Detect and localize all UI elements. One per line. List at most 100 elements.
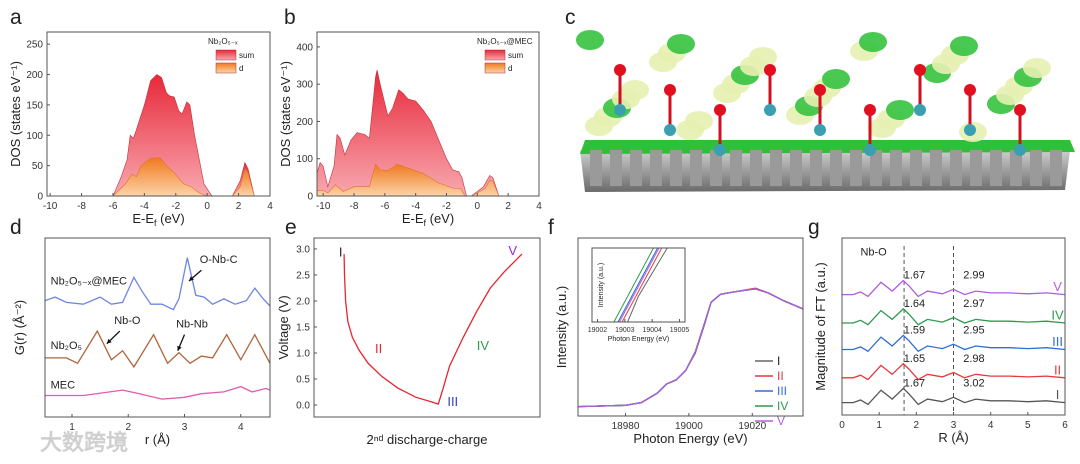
legend-swatch (484, 49, 506, 61)
oxygen-atom (614, 64, 626, 76)
legend-label: d (508, 64, 512, 73)
panel-label-b: b (284, 6, 296, 29)
x-axis-label: E-Ef (eV) (132, 211, 184, 228)
niobium-atom (914, 104, 926, 116)
carbon-tube (1010, 150, 1022, 186)
series-line-NbOMEC (44, 257, 271, 311)
y-tick-label: 3.0 (296, 244, 310, 255)
y-axis-label: Intensity (a.u.) (554, 286, 569, 368)
y-tick-label: 100 (26, 131, 43, 142)
arrow-head-icon (177, 345, 182, 351)
carbon-tube (1050, 150, 1062, 186)
panel-label-a: a (10, 6, 22, 29)
x-tick-label: -8 (77, 201, 86, 212)
series-label: II (1054, 362, 1061, 377)
niobium-atom (764, 104, 776, 116)
y-tick-label: 1.0 (296, 348, 310, 359)
series-line-I (627, 247, 668, 323)
plot-frame (46, 31, 271, 197)
legend-label: V (777, 414, 785, 428)
plot-frame (591, 247, 686, 323)
arrow-head-icon (106, 338, 112, 344)
series-line-NbO (45, 329, 271, 369)
y-tick-label: 100 (296, 154, 313, 165)
series-line-III (617, 247, 659, 323)
carbon-tube (1030, 150, 1042, 186)
x-axis-label-sub: f (423, 218, 426, 228)
peak-value-label: 2.99 (963, 270, 984, 282)
carbon-tube (770, 150, 782, 186)
y-tick-label: 200 (296, 117, 313, 128)
annotation-label: I (339, 245, 343, 260)
y-tick-label: 1.5 (296, 322, 310, 333)
carbon-tube (870, 150, 882, 186)
series-line-MEC (45, 385, 271, 400)
x-tick-label: -4 (140, 201, 149, 212)
x-axis-label: E-Ef (eV) (402, 211, 454, 228)
legend-label: I (777, 354, 780, 368)
isosurface-blob (667, 34, 695, 54)
peak-value-label: 1.64 (904, 298, 925, 310)
annotation-label: II (375, 341, 382, 356)
x-axis-label-main: E-E (402, 211, 424, 226)
x-tick-label: -2 (442, 201, 451, 212)
y-tick-label: 400 (296, 42, 313, 53)
series-label: III (1052, 334, 1063, 349)
chart-a: -10 -8 -6 -4 -2 0 2 4 0 50 100 150 200 250 E-Ef (eV) DO… (8, 31, 273, 228)
x-tick-label: 4 (238, 422, 244, 433)
series-line-V (842, 279, 1066, 298)
x-tick-label: 19005 (670, 327, 690, 334)
x-tick-label: 1 (876, 420, 882, 431)
niobium-atom (814, 124, 826, 136)
x-tick-label: -2 (171, 201, 180, 212)
x-tick-label: 3 (951, 420, 957, 431)
x-axis-label: Photon Energy (eV) (633, 431, 747, 446)
isosurface-blob (1023, 58, 1051, 78)
arrow-head-icon (189, 276, 194, 281)
y-axis-label: Magnitude of FT (a.u.) (813, 262, 828, 390)
x-tick-label: 18980 (612, 421, 640, 432)
x-tick-label: 2 (505, 201, 511, 212)
niobium-atom (864, 144, 876, 156)
area-d (316, 163, 500, 197)
legend-label: d (239, 64, 243, 73)
carbon-tube (830, 150, 842, 186)
x-tick-label: -6 (109, 201, 118, 212)
x-tick-label: 1 (69, 422, 75, 433)
chart-b: -10 -8 -6 -4 -2 0 2 4 0 100 200 300 400 E-Ef (eV) DOS … (278, 31, 542, 228)
x-axis-label: Photon Energy (eV) (608, 336, 669, 343)
series-line-I (842, 387, 1066, 406)
peak-value-label: 1.67 (904, 270, 925, 282)
oxygen-atom (664, 84, 676, 96)
y-tick-label: 300 (296, 80, 313, 91)
isosurface-blob (576, 30, 604, 50)
peak-value-label: 1.59 (904, 325, 925, 337)
y-axis-label: DOS (states eV⁻¹) (278, 61, 293, 167)
x-tick-label: 4 (267, 201, 273, 212)
legend-title: Nb₂O₅₋ₓ@MEC (477, 37, 533, 46)
series-label: I (1056, 387, 1060, 402)
x-tick-label: -4 (411, 201, 420, 212)
x-tick-label: 5 (1025, 420, 1031, 431)
x-tick-label: 19002 (588, 327, 608, 334)
y-axis-label: Voltage (V) (276, 295, 291, 359)
y-tick-label: 0.5 (296, 375, 310, 386)
niobium-atom (1014, 144, 1026, 156)
legend-swatch (215, 49, 237, 61)
panel-label-f: f (548, 216, 554, 239)
annotation-label: Nb₂O₅₋ₓ@MEC (51, 276, 127, 288)
plot-frame (577, 237, 804, 417)
peak-value-label: 3.02 (963, 378, 984, 390)
series-line-V (577, 288, 804, 408)
x-tick-label: 3 (182, 422, 188, 433)
x-tick-label: 4 (988, 420, 994, 431)
chart-e: 0.0 0.5 1.0 1.5 2.0 2.5 3.0 2ⁿᵈ discharge-charg… (276, 237, 541, 447)
niobium-atom (664, 124, 676, 136)
oxygen-atom (864, 104, 876, 116)
y-tick-label: 0 (307, 192, 313, 203)
niobium-atom (964, 124, 976, 136)
x-axis-label-sub: f (154, 218, 157, 228)
series-line-II (621, 247, 663, 323)
